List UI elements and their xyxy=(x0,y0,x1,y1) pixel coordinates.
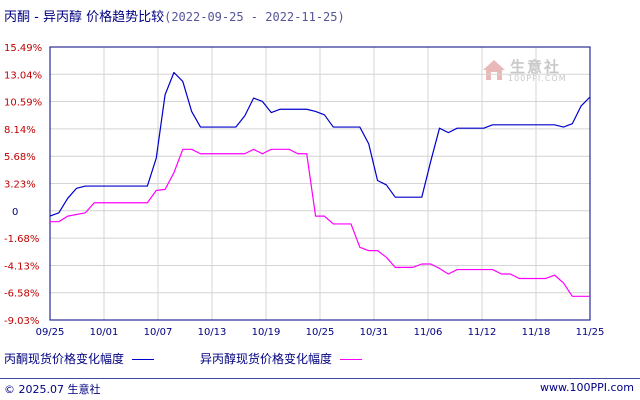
series-line-isopropanol xyxy=(50,148,590,297)
x-tick-label: 10/31 xyxy=(360,327,389,338)
x-axis-ticks: 09/25 10/01 10/07 10/13 10/19 10/25 10/31 11/06… xyxy=(36,327,605,338)
grid-lines xyxy=(49,46,591,321)
footer-divider xyxy=(0,378,640,379)
chart-title: 丙酮 - 异丙醇 价格趋势比较(2022-09-25 - 2022-11-25) xyxy=(4,6,345,25)
plot-frame xyxy=(49,46,591,321)
x-tick-label: 10/07 xyxy=(144,327,173,338)
y-tick-label: 13.04% xyxy=(4,70,42,81)
chart-title-main: 丙酮 - 异丙醇 价格趋势比较 xyxy=(4,10,165,25)
legend-label-acetone: 丙酮现货价格变化幅度 xyxy=(4,352,125,366)
x-tick-label: 10/19 xyxy=(252,327,281,338)
legend-swatch-isopropanol xyxy=(340,359,363,360)
footer-copyright: © 2025.07 生意社 xyxy=(4,383,101,396)
x-tick-label: 11/18 xyxy=(522,327,551,338)
legend-swatch-acetone xyxy=(132,359,155,360)
y-tick-label: 5.68% xyxy=(4,152,36,163)
y-axis-ticks: 15.49% 13.04% 10.59% 8.14% 5.68% 3.23% 0 -1.68%… xyxy=(4,43,42,327)
y-tick-label: -9.03% xyxy=(4,316,39,327)
y-tick-label: 8.14% xyxy=(4,125,36,136)
x-tick-label: 09/25 xyxy=(36,327,65,338)
legend-item-acetone: 丙酮现货价格变化幅度 xyxy=(4,350,155,367)
y-tick-label: -1.68% xyxy=(4,234,39,245)
series-line-acetone xyxy=(49,71,591,217)
chart-title-range: (2022-09-25 - 2022-11-25) xyxy=(164,10,345,24)
x-tick-label: 11/25 xyxy=(576,327,605,338)
y-tick-label: 0 xyxy=(12,207,18,218)
x-tick-label: 11/06 xyxy=(414,327,443,338)
watermark-brand: 生意社 xyxy=(510,58,562,76)
legend-item-isopropanol: 异丙醇现货价格变化幅度 xyxy=(200,350,363,367)
x-tick-label: 10/01 xyxy=(90,327,119,338)
y-tick-label: -4.13% xyxy=(4,261,39,272)
footer-website-link[interactable]: www.100PPI.com xyxy=(540,381,634,394)
watermark-url: 100PPI.COM xyxy=(508,74,567,83)
watermark: 生意社 100PPI.COM xyxy=(478,54,578,88)
x-tick-label: 11/12 xyxy=(468,327,497,338)
y-tick-label: -6.58% xyxy=(4,289,39,300)
y-tick-label: 3.23% xyxy=(4,180,36,191)
series-lines xyxy=(49,71,591,297)
y-tick-label: 10.59% xyxy=(4,98,42,109)
y-tick-label: 15.49% xyxy=(4,43,42,54)
x-tick-label: 10/25 xyxy=(306,327,335,338)
x-tick-label: 10/13 xyxy=(198,327,227,338)
legend-label-isopropanol: 异丙醇现货价格变化幅度 xyxy=(200,352,333,366)
watermark-house-icon xyxy=(483,60,505,80)
